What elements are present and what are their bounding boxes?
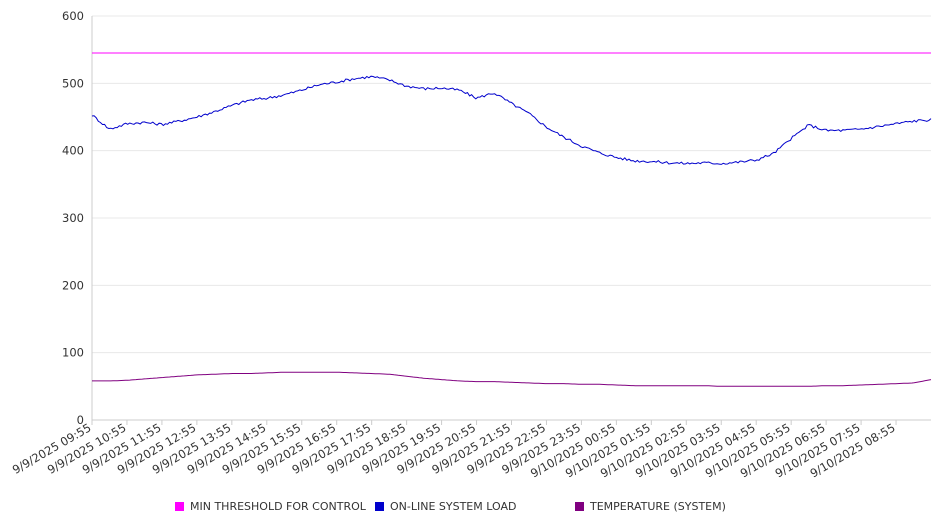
y-tick-label: 100 — [62, 346, 84, 360]
legend-swatch — [375, 501, 384, 511]
legend-item[interactable]: MIN THRESHOLD FOR CONTROL — [175, 498, 366, 514]
y-tick-label: 500 — [62, 76, 84, 90]
y-tick-label: 300 — [62, 211, 84, 225]
legend-swatch — [175, 501, 184, 511]
legend-item[interactable]: ON-LINE SYSTEM LOAD — [375, 498, 516, 514]
legend-swatch — [575, 501, 584, 511]
legend-item[interactable]: TEMPERATURE (SYSTEM) — [575, 498, 726, 514]
y-tick-label: 200 — [62, 278, 84, 292]
series-line-system-load — [91, 75, 932, 165]
y-tick-label: 400 — [62, 144, 84, 158]
y-tick-label: 600 — [62, 9, 84, 23]
legend-label: ON-LINE SYSTEM LOAD — [390, 499, 517, 513]
series-line-temperature — [92, 371, 932, 387]
y-tick-label: 0 — [77, 413, 84, 427]
legend-label: MIN THRESHOLD FOR CONTROL — [190, 499, 366, 513]
legend-label: TEMPERATURE (SYSTEM) — [590, 499, 726, 513]
